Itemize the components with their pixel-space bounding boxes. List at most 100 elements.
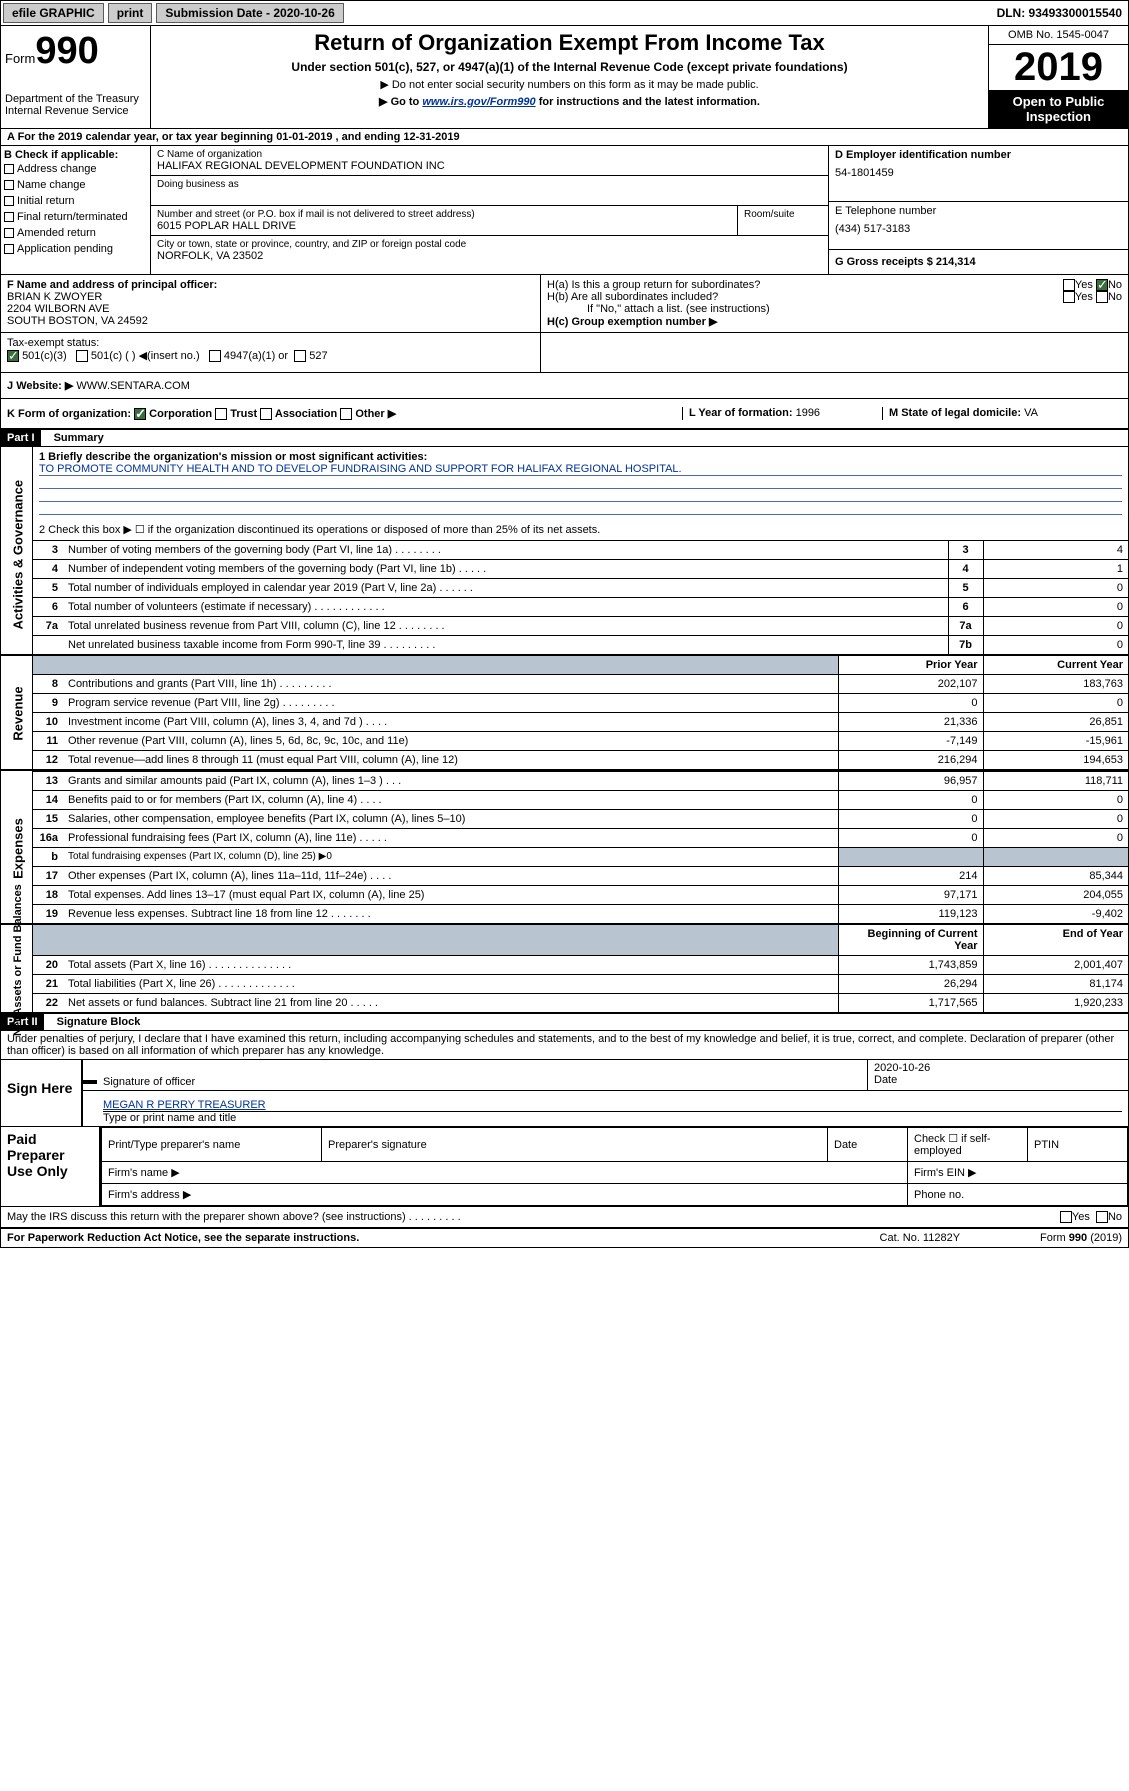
row-prior: 97,171 [838, 886, 983, 905]
row-text: Investment income (Part VIII, column (A)… [63, 713, 838, 732]
officer-link[interactable]: MEGAN R PERRY TREASURER [103, 1099, 266, 1111]
row-key: 5 [948, 579, 983, 598]
row-current: 204,055 [983, 886, 1128, 905]
row-num: 16a [33, 829, 63, 848]
firm-addr: Firm's address ▶ [102, 1184, 908, 1206]
row-key: 7b [948, 636, 983, 655]
firm-name: Firm's name ▶ [102, 1162, 908, 1184]
discuss-text: May the IRS discuss this return with the… [7, 1211, 461, 1223]
row-num: 14 [33, 791, 63, 810]
label-city: City or town, state or province, country… [157, 239, 822, 250]
row-prior: 21,336 [838, 713, 983, 732]
row-num: 7a [33, 617, 63, 636]
officer-name: BRIAN K ZWOYER [7, 291, 102, 303]
row-current: 0 [983, 694, 1128, 713]
row-num: 17 [33, 867, 63, 886]
row-prior: 0 [838, 810, 983, 829]
row-num: 3 [33, 541, 63, 560]
row-num: 21 [33, 975, 63, 994]
prep-col-name: Print/Type preparer's name [102, 1128, 322, 1162]
row-prior: 26,294 [838, 975, 983, 994]
hc-label: H(c) Group exemption number ▶ [547, 315, 1122, 328]
prep-col-sig: Preparer's signature [322, 1128, 828, 1162]
row-prior: 0 [838, 829, 983, 848]
org-name: HALIFAX REGIONAL DEVELOPMENT FOUNDATION … [157, 160, 822, 172]
side-net: Net Assets or Fund Balances [12, 906, 24, 1036]
prep-col-date: Date [828, 1128, 908, 1162]
form-number: Form990 [5, 30, 146, 73]
form-title: Return of Organization Exempt From Incom… [159, 30, 980, 56]
row-num: 19 [33, 905, 63, 924]
row-current: 183,763 [983, 675, 1128, 694]
omb-number: OMB No. 1545-0047 [989, 26, 1128, 45]
row-text: Revenue less expenses. Subtract line 18 … [63, 905, 838, 924]
row-prior: -7,149 [838, 732, 983, 751]
tax-period: A For the 2019 calendar year, or tax yea… [1, 129, 1128, 146]
part-i-header: Part I [1, 430, 41, 446]
row-num: 11 [33, 732, 63, 751]
row-key: 3 [948, 541, 983, 560]
org-info-grid: B Check if applicable: Address change Na… [1, 146, 1128, 275]
row-num: 4 [33, 560, 63, 579]
hb-label: H(b) Are all subordinates included? [547, 291, 1063, 303]
phone: (434) 517-3183 [835, 223, 1122, 235]
row-text: Total expenses. Add lines 13–17 (must eq… [63, 886, 838, 905]
firm-phone: Phone no. [908, 1184, 1128, 1206]
sig-date-val: 2020-10-26 [874, 1062, 1122, 1074]
type-name-label: Type or print name and title [103, 1112, 1122, 1124]
row-val: 4 [983, 541, 1128, 560]
row-prior: 96,957 [838, 772, 983, 791]
website-label: Website: ▶ [16, 380, 73, 392]
row-text: Total unrelated business revenue from Pa… [63, 617, 948, 636]
org-city: NORFOLK, VA 23502 [157, 250, 822, 262]
row-text: Other expenses (Part IX, column (A), lin… [63, 867, 838, 886]
ha-label: H(a) Is this a group return for subordin… [547, 279, 1063, 291]
submission-date: Submission Date - 2020-10-26 [156, 3, 343, 23]
footer-left: For Paperwork Reduction Act Notice, see … [7, 1232, 359, 1244]
label-room: Room/suite [744, 209, 822, 220]
mission: TO PROMOTE COMMUNITY HEALTH AND TO DEVEL… [39, 463, 1122, 476]
row-prior: 1,717,565 [838, 994, 983, 1013]
irs-link[interactable]: www.irs.gov/Form990 [422, 96, 535, 108]
row-num: 10 [33, 713, 63, 732]
form-subtitle: Under section 501(c), 527, or 4947(a)(1)… [159, 60, 980, 74]
top-bar: efile GRAPHIC print Submission Date - 20… [1, 1, 1128, 26]
row-text: Number of voting members of the governin… [63, 541, 948, 560]
row-current: -15,961 [983, 732, 1128, 751]
row-num: 22 [33, 994, 63, 1013]
label-address: Number and street (or P.O. box if mail i… [157, 209, 731, 220]
row-num: 12 [33, 751, 63, 770]
row-text: Salaries, other compensation, employee b… [63, 810, 838, 829]
preparer-label: Paid Preparer Use Only [1, 1127, 101, 1206]
row-text: Professional fundraising fees (Part IX, … [63, 829, 838, 848]
row-text: Program service revenue (Part VIII, line… [63, 694, 838, 713]
row-text: Other revenue (Part VIII, column (A), li… [63, 732, 838, 751]
row-text: Net assets or fund balances. Subtract li… [63, 994, 838, 1013]
row-text: Grants and similar amounts paid (Part IX… [63, 772, 838, 791]
row-current: 1,920,233 [983, 994, 1128, 1013]
l1-label: 1 Briefly describe the organization's mi… [39, 451, 427, 463]
label-dba: Doing business as [157, 179, 822, 190]
prep-col-ptin: PTIN [1028, 1128, 1128, 1162]
website-value: WWW.SENTARA.COM [76, 380, 189, 392]
side-rev: Revenue [11, 659, 26, 769]
footer-mid: Cat. No. 11282Y [880, 1232, 961, 1244]
label-phone: E Telephone number [835, 205, 1122, 217]
row-prior: 214 [838, 867, 983, 886]
row-current: -9,402 [983, 905, 1128, 924]
officer-addr1: 2204 WILBORN AVE [7, 303, 110, 315]
print-button[interactable]: print [108, 3, 153, 23]
side-ag: Activities & Governance [11, 520, 26, 630]
row-num: 15 [33, 810, 63, 829]
row-val: 0 [983, 636, 1128, 655]
form-header: Form990 Department of the Treasury Inter… [1, 26, 1128, 129]
label-officer: F Name and address of principal officer: [7, 279, 217, 291]
note-ssn: ▶ Do not enter social security numbers o… [159, 78, 980, 91]
efile-button[interactable]: efile GRAPHIC [3, 3, 104, 23]
row-text: Total fundraising expenses (Part IX, col… [63, 848, 838, 867]
note-link: ▶ Go to www.irs.gov/Form990 for instruct… [159, 95, 980, 108]
row-current: 194,653 [983, 751, 1128, 770]
row-current: 81,174 [983, 975, 1128, 994]
row-num: 13 [33, 772, 63, 791]
perjury-text: Under penalties of perjury, I declare th… [1, 1031, 1128, 1060]
